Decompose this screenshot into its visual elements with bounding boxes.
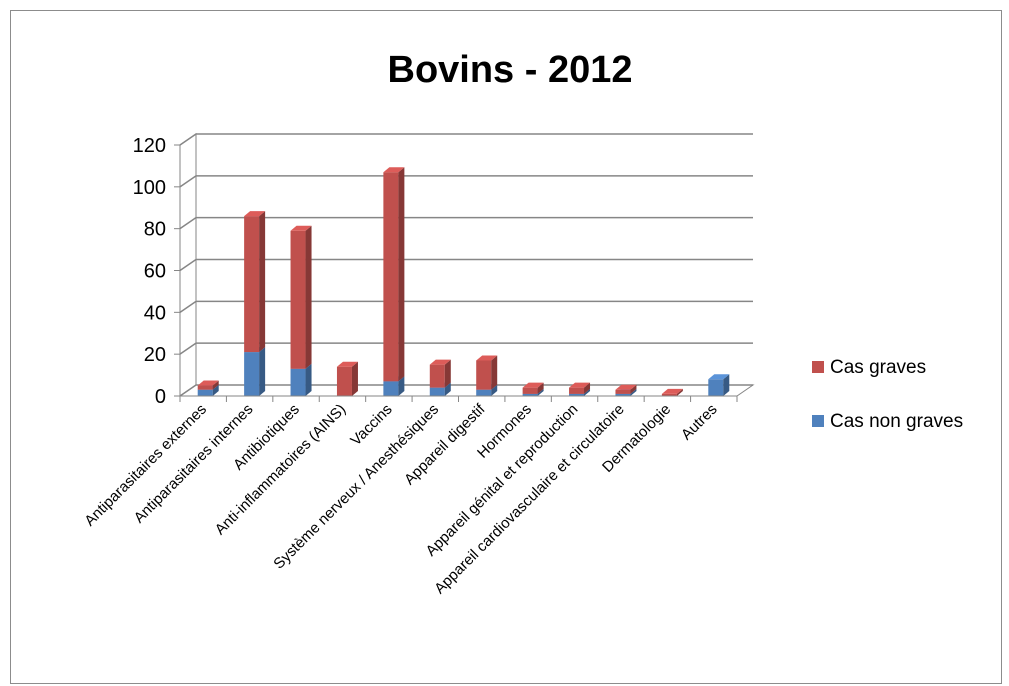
bar-front bbox=[476, 389, 492, 396]
bar-top bbox=[522, 382, 544, 388]
gridline bbox=[179, 216, 753, 230]
bar-segment bbox=[708, 374, 730, 396]
bar-segment bbox=[383, 167, 405, 382]
legend-label: Cas non graves bbox=[830, 411, 963, 432]
bar-front bbox=[244, 352, 260, 396]
gridline bbox=[179, 384, 753, 397]
bar-top bbox=[383, 167, 405, 173]
y-tick-label: 120 bbox=[133, 135, 166, 157]
bar-top bbox=[429, 359, 451, 365]
gridline bbox=[179, 258, 753, 272]
bar-segment bbox=[661, 388, 683, 396]
bar-side bbox=[630, 384, 637, 394]
bar-side bbox=[259, 347, 266, 396]
bar-segment bbox=[522, 382, 544, 394]
bar-side bbox=[212, 380, 219, 390]
bar-side bbox=[676, 388, 683, 396]
bar-front bbox=[569, 393, 585, 396]
bar-side bbox=[398, 376, 405, 396]
bar-front bbox=[197, 389, 213, 396]
bar-front bbox=[615, 389, 631, 394]
bar-segment bbox=[244, 211, 266, 353]
bar-side bbox=[491, 355, 498, 390]
y-tick-label: 100 bbox=[133, 177, 166, 199]
x-axis: Antiparasitaires externesAntiparasitaire… bbox=[81, 395, 738, 597]
bar-front bbox=[197, 385, 213, 390]
bar-top bbox=[661, 388, 683, 394]
y-axis: 0 20 40 60 80 100 120 bbox=[133, 135, 181, 408]
gridline bbox=[179, 175, 753, 188]
legend: Cas graves Cas non graves bbox=[812, 357, 963, 432]
bar-segment bbox=[569, 382, 591, 394]
bar-front bbox=[429, 387, 445, 396]
bar-segment bbox=[429, 359, 451, 388]
bar-segment bbox=[615, 384, 637, 394]
bar-segment bbox=[290, 225, 312, 369]
bar-front bbox=[476, 360, 492, 390]
plot-walls bbox=[178, 133, 755, 397]
bar-front bbox=[522, 387, 538, 394]
bar-front bbox=[290, 230, 306, 369]
bar-side bbox=[305, 363, 312, 396]
y-tick-label: 80 bbox=[144, 219, 166, 241]
chart-frame bbox=[10, 10, 1002, 684]
bar-side bbox=[305, 225, 312, 369]
bar-segment bbox=[197, 380, 219, 390]
bar-front bbox=[522, 393, 538, 396]
bar-segment bbox=[244, 347, 266, 396]
bar-top bbox=[336, 361, 358, 367]
bar-segment bbox=[476, 355, 498, 390]
y-tick-label: 60 bbox=[144, 261, 166, 283]
legend-entry: Cas non graves bbox=[812, 411, 963, 432]
bar-side bbox=[537, 388, 544, 396]
bar-side bbox=[398, 167, 405, 382]
legend-label: Cas graves bbox=[830, 357, 926, 378]
legend-swatch bbox=[812, 415, 824, 427]
gridline bbox=[179, 300, 753, 313]
legend-entry: Cas graves bbox=[812, 357, 926, 378]
bar-side bbox=[444, 382, 451, 396]
bar-top bbox=[244, 211, 266, 217]
bar-front bbox=[429, 364, 445, 388]
bar-top bbox=[197, 380, 219, 386]
bar-side bbox=[444, 359, 451, 388]
bar-side bbox=[351, 361, 358, 396]
bar-front bbox=[615, 393, 631, 396]
bar-top bbox=[290, 225, 312, 231]
x-tick-label: Autres bbox=[678, 401, 721, 444]
bars bbox=[197, 167, 730, 396]
x-tick-label: Appareil digestif bbox=[401, 400, 489, 488]
bar-front bbox=[661, 393, 677, 396]
bar-side bbox=[537, 382, 544, 394]
y-tick-label: 0 bbox=[155, 386, 166, 408]
bar-front bbox=[383, 381, 399, 396]
chart-title: Bovins - 2012 bbox=[388, 49, 633, 91]
bar-top bbox=[569, 382, 591, 388]
bar-side bbox=[584, 388, 591, 396]
y-tick-label: 40 bbox=[144, 302, 166, 324]
bar-front bbox=[569, 387, 585, 394]
bar-side bbox=[259, 211, 266, 353]
gridline bbox=[179, 133, 753, 146]
bar-top bbox=[476, 355, 498, 361]
bar-side bbox=[723, 374, 730, 396]
bar-side bbox=[584, 382, 591, 394]
legend-swatch bbox=[812, 361, 824, 373]
bar-top bbox=[615, 384, 637, 390]
y-tick-label: 20 bbox=[144, 344, 166, 366]
x-tick-label: Système nerveux / Anesthésiques bbox=[270, 401, 442, 573]
gridlines bbox=[179, 133, 753, 397]
bar-front bbox=[336, 366, 352, 396]
bar-front bbox=[290, 368, 306, 396]
bar-side bbox=[630, 388, 637, 396]
bar-front bbox=[244, 216, 260, 353]
bar-top bbox=[708, 374, 730, 380]
bar-side bbox=[491, 384, 498, 396]
bar-side bbox=[212, 384, 219, 396]
bar-front bbox=[383, 172, 399, 382]
bar-front bbox=[708, 379, 724, 396]
bar-segment bbox=[336, 361, 358, 396]
gridline bbox=[179, 342, 753, 355]
